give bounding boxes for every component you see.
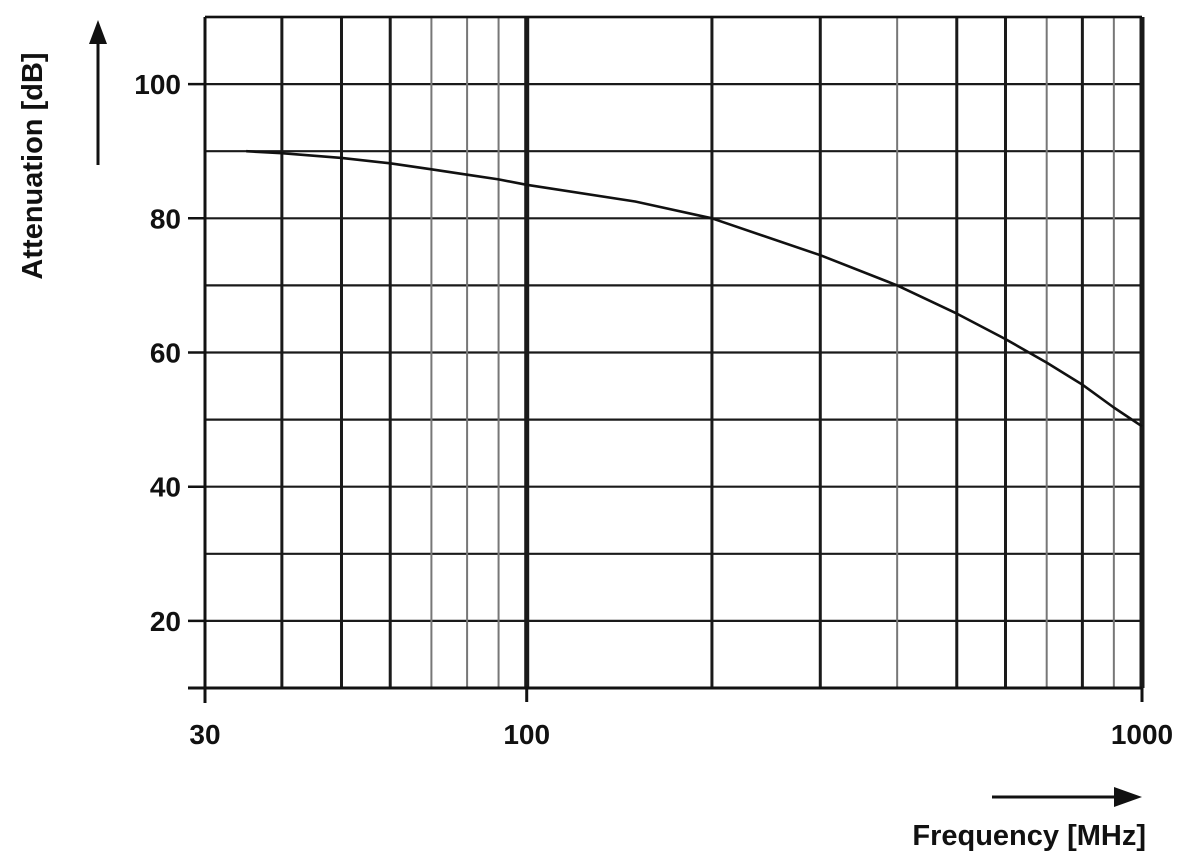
y-tick-label: 20 [150, 606, 181, 637]
x-tick-label: 30 [189, 719, 220, 750]
x-axis-label: Frequency [MHz] [912, 820, 1146, 852]
y-tick-label: 100 [134, 69, 181, 100]
series [246, 149, 1143, 428]
series-line [246, 149, 1143, 428]
y-tick-label: 60 [150, 338, 181, 369]
y-tick-label: 80 [150, 203, 181, 234]
y-tick-label: 40 [150, 472, 181, 503]
grid [205, 15, 1145, 688]
x-tick-label: 100 [503, 719, 550, 750]
y-axis-arrow-icon [89, 20, 107, 165]
x-tick-label: 1000 [1111, 719, 1173, 750]
tick-labels: 20 40 60 80 100 30 100 1000 [134, 69, 1173, 750]
x-axis-arrow-icon [992, 787, 1142, 807]
y-axis-label: Attenuation [dB] [17, 52, 49, 279]
axes [188, 15, 1144, 703]
